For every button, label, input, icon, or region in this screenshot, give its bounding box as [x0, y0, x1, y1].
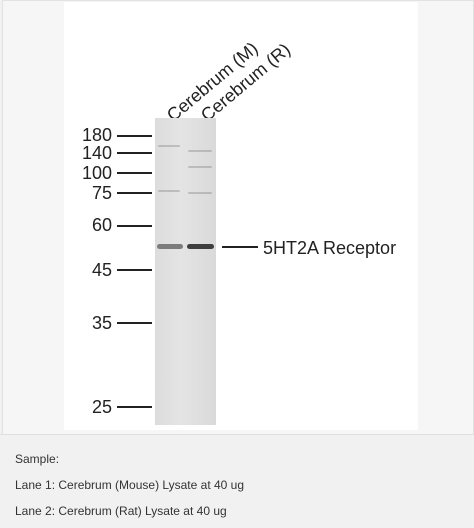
marker-label-45: 45	[91, 260, 112, 280]
marker-tick-60	[117, 225, 152, 227]
marker-tick-140	[117, 152, 152, 154]
marker-label-35: 35	[91, 313, 112, 333]
marker-tick-100	[117, 172, 152, 174]
marker-label-180: 180	[81, 125, 112, 145]
marker-label-25: 25	[91, 397, 112, 417]
sample-lane-1: Lane 1: Cerebrum (Mouse) Lysate at 40 ug	[15, 478, 245, 492]
marker-tick-35	[117, 322, 152, 324]
marker-label-75: 75	[91, 183, 112, 203]
faint-band	[188, 192, 212, 194]
marker-label-100: 100	[81, 163, 112, 183]
marker-tick-45	[117, 269, 152, 271]
target-band-lane-2	[187, 244, 214, 249]
marker-label-60: 60	[91, 215, 112, 235]
marker-tick-180	[117, 135, 152, 137]
faint-band	[188, 166, 212, 168]
marker-tick-75	[117, 192, 152, 194]
target-label: 5HT2A Receptor	[263, 238, 397, 258]
faint-band	[158, 190, 180, 192]
marker-label-140: 140	[81, 143, 112, 163]
marker-tick-25	[117, 406, 152, 408]
faint-band	[158, 145, 180, 147]
target-pointer-line	[222, 246, 258, 248]
sample-lane-2: Lane 2: Cerebrum (Rat) Lysate at 40 ug	[15, 504, 227, 518]
sample-description: Sample: Lane 1: Cerebrum (Mouse) Lysate …	[0, 434, 474, 528]
blot-membrane	[155, 118, 216, 425]
western-blot-panel	[64, 2, 418, 430]
faint-band	[188, 150, 212, 152]
target-band-lane-1	[157, 244, 183, 249]
sample-heading: Sample:	[15, 452, 60, 466]
